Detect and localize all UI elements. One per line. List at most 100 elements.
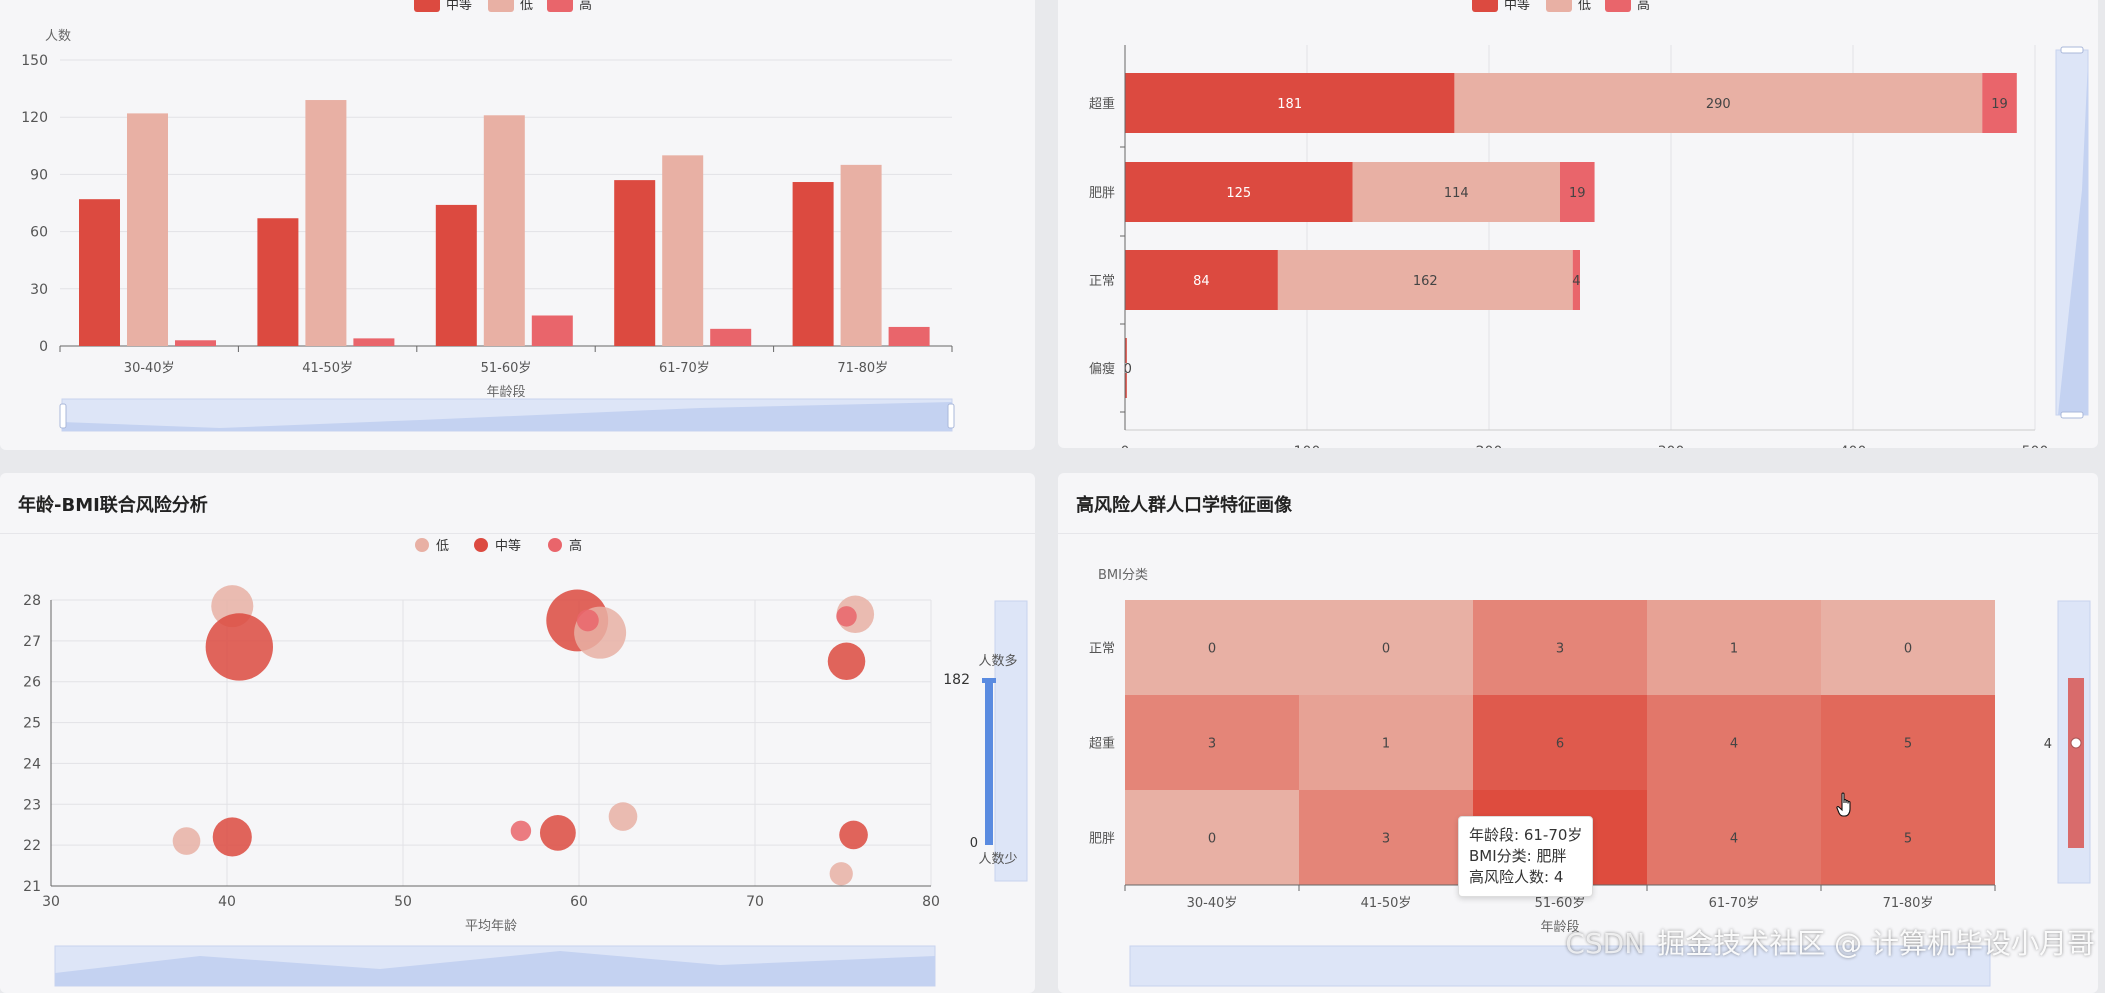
bar-中等-71-80岁 [792,182,834,346]
data-zoom-handle-bottom [2060,411,2084,419]
x-tick-label: 41-50岁 [1361,896,1412,911]
watermark-text: 掘金技术社区 @ 计算机毕设小月哥 [1657,927,2095,960]
visualmap-bottom-label: 人数少 [978,852,1017,867]
y-tick-label: 150 [21,53,48,69]
bar-value-label: 84 [1193,274,1210,289]
bar-低-71-80岁 [840,164,882,346]
high-risk-heatmap-panel: 高风险人群人口学特征画像 BMI分类正常00310超重31645肥胖037453… [1058,473,2098,993]
x-tick-label: 51-60岁 [1535,896,1586,911]
y-tick-label: 偏瘦 [1089,361,1115,377]
x-tick-label: 61-70岁 [1709,896,1760,911]
bar-value-label: 290 [1706,97,1731,112]
legend-swatch-1 [488,0,514,12]
heatmap-cell-label: 5 [1904,737,1912,752]
heatmap-cell-label: 3 [1382,832,1390,847]
bar-value-label: 125 [1226,186,1251,201]
y-tick-label: 23 [23,797,41,813]
bar-高-肥胖 [1559,162,1595,222]
x-tick-label: 40 [218,894,236,910]
heatmap-cell-label: 0 [1208,832,1216,847]
visualmap-min: 0 [970,836,978,851]
heatmap-cell-正常-71-80岁 [1821,600,1995,695]
legend-label: 低 [1578,0,1591,13]
visualmap-handle [2070,737,2082,749]
y-tick-label: 25 [23,716,41,732]
y-tick-label: 90 [30,167,48,183]
y-axis-title: BMI分类 [1098,568,1148,583]
pointer-hand-icon [1836,792,1851,817]
data-zoom-shadow [62,402,952,431]
bar-低-41-50岁 [305,100,347,346]
heatmap-cell-label: 4 [1730,832,1738,847]
tooltip-count-line: 高风险人数: 4 [1469,868,1564,886]
bar-中等-51-60岁 [435,204,477,346]
heatmap-cell-label: 0 [1904,642,1912,657]
y-axis-title: 人数 [45,29,71,44]
heatmap-cell-label: 0 [1208,642,1216,657]
bar-低-61-70岁 [662,155,704,346]
bar-高-71-80岁 [888,326,930,346]
bar-中等-正常 [1125,250,1278,310]
bar-高-正常 [1572,250,1580,310]
bar-低-30-40岁 [127,113,168,347]
bar-value-label: 162 [1413,274,1438,289]
heatmap-cell-label: 1 [1730,642,1738,657]
high-risk-heatmap-chart: BMI分类正常00310超重31645肥胖0374530-40岁41-50岁51… [1089,568,2091,987]
legend-label: 低 [436,539,449,554]
bar-低-超重 [1454,73,1983,133]
legend-swatch-2 [547,0,573,12]
watermark: CSDN 掘金技术社区 @ 计算机毕设小月哥 [1565,922,2095,962]
heatmap-cell-超重-30-40岁 [1125,695,1299,790]
bar-中等-偏瘦 [1125,338,1127,398]
y-tick-label: 肥胖 [1089,186,1115,201]
legend-swatch-0 [414,0,440,12]
x-tick-label: 400 [1840,444,1867,448]
divider [1058,533,2098,534]
heatmap-cell-正常-30-40岁 [1125,600,1299,695]
y-tick-label: 正常 [1089,642,1115,657]
bar-高-51-60岁 [531,315,573,346]
visualmap-label: 4 [2044,737,2052,752]
x-tick-label: 300 [1658,444,1685,448]
x-tick-label: 41-50岁 [302,361,353,376]
bar-value-label: 19 [1991,97,2008,112]
bubble-point-14 [829,862,853,886]
bar-value-label: 1 [1122,362,1130,377]
x-tick-label: 30 [42,894,60,910]
legend-swatch-2 [548,538,562,552]
x-tick-label: 50 [394,894,412,910]
bar-中等-61-70岁 [614,180,656,346]
x-tick-label: 200 [1476,444,1503,448]
heatmap-cell-label: 3 [1208,737,1216,752]
data-zoom-handle-right [947,403,955,429]
bubble-point-2 [212,817,252,857]
y-tick-label: 120 [21,110,48,126]
bar-高-超重 [1982,73,2017,133]
age-risk-bar-chart: 中等 低 高人数 0 30 60 90 120 150 30-40岁 41-50岁 51-60岁 61-… [21,0,955,432]
panel-title: 高风险人群人口学特征画像 [1076,495,1292,516]
x-tick-label: 71-80岁 [837,361,888,376]
x-axis-title: 平均年龄 [465,919,517,934]
x-tick-label: 71-80岁 [1883,896,1934,911]
heatmap-cell-label: 0 [1382,642,1390,657]
heatmap-cell-label: 4 [1730,737,1738,752]
legend-swatch-0 [415,538,429,552]
age-bmi-bubble-panel: 年龄-BMI联合风险分析 低 中等 高 30 40 50 60 70 80 21 22 23 24 25 2… [0,473,1035,993]
bubble-point-3 [172,827,201,855]
y-tick-label: 26 [23,675,41,691]
x-tick-label: 60 [570,894,588,910]
heatmap-cell-label: 6 [1556,737,1564,752]
heatmap-cell-肥胖-30-40岁 [1125,790,1299,885]
legend-swatch-1 [1546,0,1572,12]
y-tick-label: 正常 [1089,274,1115,289]
bubble-point-13 [839,820,868,850]
x-tick-label: 0 [1121,444,1130,448]
divider [0,533,1035,534]
y-tick-label: 28 [23,593,41,609]
legend-label: 高 [569,538,582,554]
bmi-risk-panel: 中等 低 高 0 100 200 300 400 500 超重 181 290 19 肥胖 125 114 19… [1058,0,2098,448]
visualmap-bar [985,680,993,845]
bar-value-label: 181 [1277,97,1302,112]
bar-value-label: 114 [1444,186,1469,201]
bar-高-30-40岁 [175,340,216,346]
